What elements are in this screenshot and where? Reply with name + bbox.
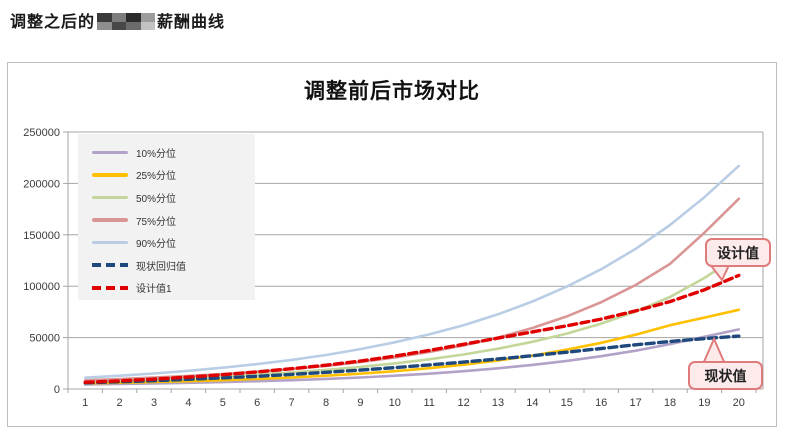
- series-line-90%分位: [83, 164, 741, 379]
- x-axis-label: 15: [561, 397, 573, 409]
- x-axis-label: 19: [698, 397, 710, 409]
- legend-label: 90%分位: [136, 239, 177, 251]
- y-axis-label: 200000: [23, 178, 60, 190]
- page-title-suffix: 薪酬曲线: [157, 14, 226, 31]
- series-line-设计值1: [83, 273, 741, 384]
- legend-label: 75%分位: [136, 216, 177, 228]
- design-value-label: 设计值: [717, 244, 759, 261]
- series-line-25%分位: [83, 308, 741, 385]
- legend-label: 现状回归值: [136, 261, 186, 273]
- y-axis-label: 50000: [29, 333, 60, 345]
- legend-label: 设计值1: [136, 284, 172, 296]
- y-axis-label: 0: [54, 384, 60, 396]
- current-value-callout: 现状值: [688, 361, 763, 390]
- legend-swatch: [92, 285, 128, 290]
- x-axis-label: 5: [220, 397, 226, 409]
- legend-item: 设计值1: [92, 277, 255, 300]
- chart-title: 调整前后市场对比: [304, 80, 480, 103]
- legend-swatch: [92, 195, 128, 200]
- chart-legend: 10%分位 25%分位 50%分位 75%分位 90%分位现状回归值设计值1: [78, 134, 255, 300]
- x-axis-label: 9: [357, 397, 363, 409]
- x-axis-label: 8: [323, 397, 329, 409]
- legend-item: 10%分位: [92, 141, 255, 164]
- x-axis-label: 10: [389, 397, 401, 409]
- legend-swatch: [92, 240, 128, 245]
- legend-item: 现状回归值: [92, 254, 255, 277]
- y-axis-label: 250000: [23, 127, 60, 139]
- legend-label: 50%分位: [136, 193, 177, 205]
- legend-item: 25%分位: [92, 164, 255, 187]
- series-line-10%分位: [83, 328, 741, 386]
- page-title: 调整之后的 薪酬曲线: [10, 8, 225, 32]
- legend-label: 25%分位: [136, 171, 177, 183]
- legend-item: 90%分位: [92, 231, 255, 254]
- x-axis-label: 17: [629, 397, 641, 409]
- x-axis-label: 11: [423, 397, 434, 409]
- x-axis-label: 14: [526, 397, 538, 409]
- x-axis-label: 7: [289, 397, 295, 409]
- x-axis-label: 4: [185, 397, 191, 409]
- legend-swatch: [92, 263, 128, 268]
- legend-swatch: [92, 218, 128, 222]
- page-title-prefix: 调整之后的: [10, 14, 96, 31]
- legend-swatch: [92, 150, 128, 155]
- series-line-现状回归值: [83, 334, 741, 385]
- x-axis-label: 2: [117, 397, 123, 409]
- x-axis-label: 20: [733, 397, 745, 409]
- legend-item: 75%分位: [92, 209, 255, 232]
- legend-item: 50%分位: [92, 186, 255, 209]
- y-axis-label: 150000: [23, 230, 60, 242]
- legend-swatch: [92, 173, 128, 177]
- x-axis-label: 13: [492, 397, 504, 409]
- chart-widget[interactable]: 0 50000 100000 150000 200000 250000 1 2 3 4 5 6 7 8 9 1…: [7, 62, 777, 427]
- y-axis-label: 100000: [23, 281, 60, 293]
- x-axis-label: 16: [595, 397, 607, 409]
- redaction-mosaic-icon: [97, 13, 156, 30]
- current-value-label: 现状值: [704, 367, 747, 384]
- x-axis-label: 12: [457, 397, 469, 409]
- legend-label: 10%分位: [136, 148, 177, 160]
- x-axis-label: 6: [254, 397, 260, 409]
- design-value-callout: 设计值: [705, 238, 771, 267]
- x-axis-label: 1: [82, 397, 88, 409]
- x-axis-label: 18: [664, 397, 676, 409]
- x-axis-label: 3: [151, 397, 157, 409]
